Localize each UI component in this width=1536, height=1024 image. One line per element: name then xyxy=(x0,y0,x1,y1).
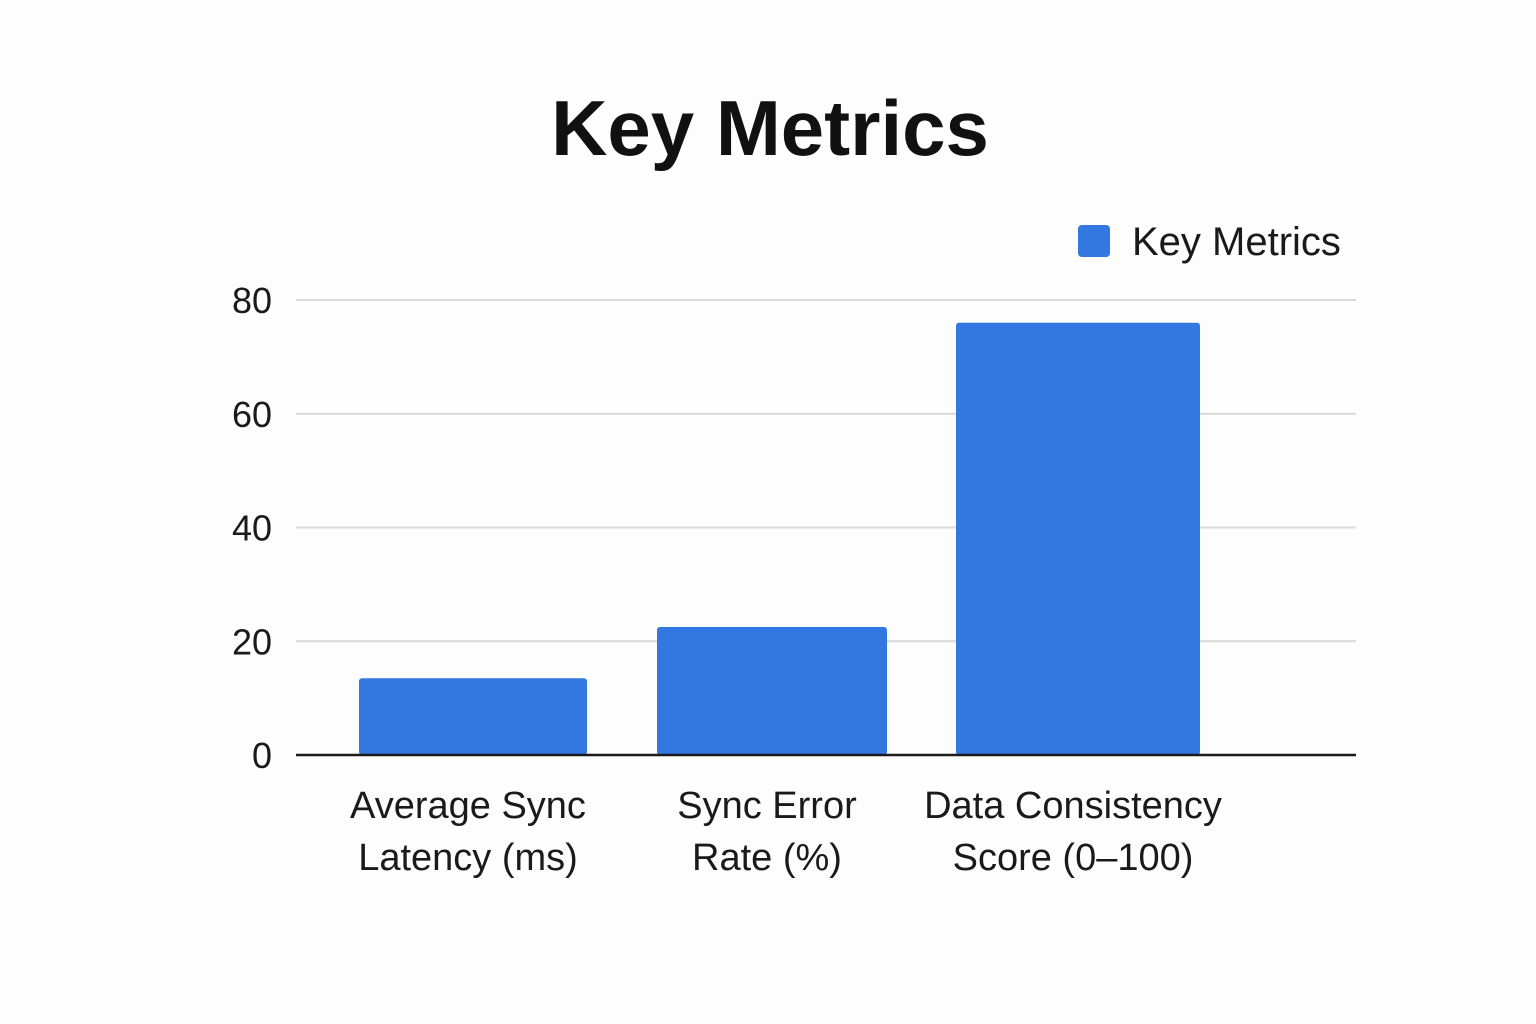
x-tick-label: Average Sync Latency (ms) xyxy=(350,785,586,879)
y-axis-ticks: 0 20 40 60 80 xyxy=(232,280,272,776)
bar xyxy=(956,322,1200,755)
x-tick-label: Data Consistency Score (0–100) xyxy=(924,785,1222,879)
y-tick-label: 0 xyxy=(252,735,272,776)
bars xyxy=(359,322,1200,755)
y-tick-label: 40 xyxy=(232,508,272,549)
bar xyxy=(359,678,587,755)
chart-title: Key Metrics xyxy=(551,84,989,172)
legend-label: Key Metrics xyxy=(1132,220,1341,264)
y-tick-label: 60 xyxy=(232,394,272,435)
y-tick-label: 20 xyxy=(232,621,272,662)
x-axis-labels: Average Sync Latency (ms) Sync Error Rate (… xyxy=(350,785,1222,879)
bar xyxy=(657,627,887,755)
legend-swatch xyxy=(1078,225,1110,257)
legend: Key Metrics xyxy=(1078,220,1341,264)
x-tick-label: Sync Error Rate (%) xyxy=(677,785,857,879)
y-tick-label: 80 xyxy=(232,280,272,321)
